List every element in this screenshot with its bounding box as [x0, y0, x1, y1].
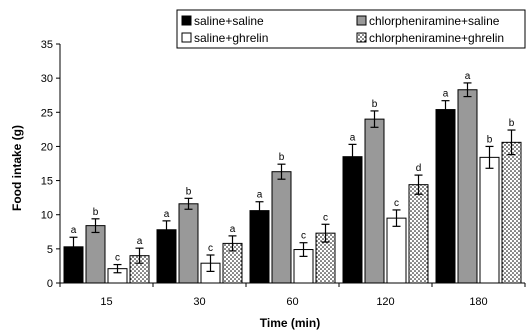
legend-label-chlorpheniramine-saline: chlorpheniramine+saline: [369, 14, 500, 28]
bar-chlorpheniramine-ghrelin: [408, 184, 429, 284]
significance-label: a: [137, 236, 143, 247]
plot-area: a b c a a b c a a b c c a b c d a a b b: [63, 71, 522, 284]
significance-label: b: [509, 118, 515, 129]
y-axis: 0 5 10 15 20 25 30 35: [41, 39, 61, 290]
significance-label: c: [115, 253, 120, 264]
legend-label-chlorpheniramine-ghrelin: chlorpheniramine+ghrelin: [369, 31, 504, 45]
legend-frame: [176, 9, 526, 49]
bar-chlorpheniramine-saline: [178, 203, 199, 284]
y-tick-label: 35: [41, 39, 53, 51]
legend-item-saline-ghrelin: saline+ghrelin: [181, 31, 268, 45]
bar-chlorpheniramine-saline: [457, 89, 478, 284]
chart-legend: saline+saline chlorpheniramine+saline sa…: [176, 9, 526, 49]
x-tick-label: 180: [469, 296, 487, 308]
y-axis-title: Food intake (g): [10, 125, 24, 211]
legend-swatch-chlorpheniramine-ghrelin: [356, 32, 367, 43]
x-tick-label: 60: [286, 296, 298, 308]
significance-label: c: [323, 212, 328, 223]
y-tick-label: 20: [41, 141, 53, 153]
legend-swatch-saline-ghrelin: [181, 32, 192, 43]
y-tick-label: 0: [47, 278, 53, 290]
significance-label: a: [71, 225, 77, 236]
significance-label: a: [257, 190, 263, 201]
significance-label: a: [350, 132, 356, 143]
legend-item-saline-saline: saline+saline: [181, 14, 264, 28]
x-tick-label: 120: [376, 296, 394, 308]
legend-swatch-chlorpheniramine-saline: [356, 15, 367, 26]
significance-label: c: [208, 243, 213, 254]
bar-chlorpheniramine-saline: [271, 171, 292, 284]
bar-saline-ghrelin: [479, 156, 500, 284]
y-tick-label: 25: [41, 107, 53, 119]
significance-label: b: [487, 134, 493, 145]
y-tick-label: 15: [41, 176, 53, 188]
bar-saline-ghrelin: [386, 217, 407, 284]
significance-label: a: [443, 89, 449, 100]
bar-saline-saline: [249, 210, 270, 284]
significance-label: b: [372, 99, 378, 110]
significance-label: a: [164, 209, 170, 220]
legend-label-saline-ghrelin: saline+ghrelin: [194, 31, 268, 45]
bar-saline-saline: [435, 109, 456, 284]
bar-chlorpheniramine-saline: [85, 225, 106, 284]
bar-chlorpheniramine-ghrelin: [501, 141, 522, 284]
significance-label: a: [230, 224, 236, 235]
legend-swatch-saline-saline: [181, 15, 192, 26]
significance-label: b: [279, 152, 285, 163]
significance-label: d: [416, 163, 422, 174]
significance-label: b: [186, 186, 192, 197]
y-tick-label: 10: [41, 210, 53, 222]
significance-label: c: [394, 198, 399, 209]
significance-label: b: [93, 207, 99, 218]
significance-label: c: [301, 231, 306, 242]
x-axis-title: Time (min): [260, 316, 320, 330]
legend-item-chlorpheniramine-ghrelin: chlorpheniramine+ghrelin: [356, 31, 504, 45]
x-axis: 15 30 60 120 180: [59, 282, 526, 308]
legend-item-chlorpheniramine-saline: chlorpheniramine+saline: [356, 14, 500, 28]
y-tick-label: 5: [47, 244, 53, 256]
x-tick-label: 15: [100, 296, 112, 308]
y-tick-label: 30: [41, 73, 53, 85]
bar-saline-saline: [342, 156, 363, 284]
legend-label-saline-saline: saline+saline: [194, 14, 264, 28]
x-tick-label: 30: [193, 296, 205, 308]
bar-chlorpheniramine-saline: [364, 118, 385, 284]
significance-label: a: [465, 71, 471, 82]
